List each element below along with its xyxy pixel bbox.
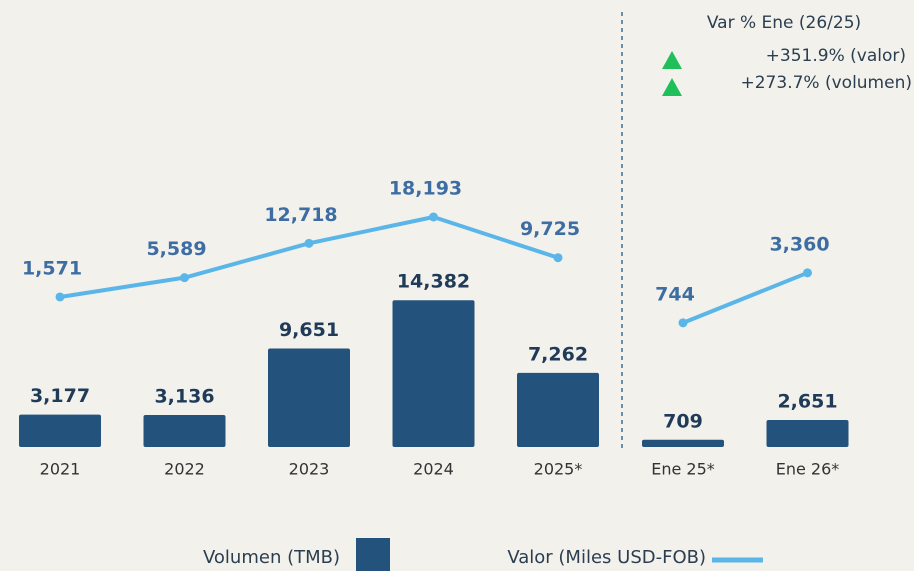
point: [803, 268, 812, 278]
annotation-item: +273.7% (volumen): [741, 73, 913, 93]
legend-swatch: [356, 538, 390, 571]
point: [429, 212, 438, 222]
bar: [642, 439, 724, 447]
line-label: 3,360: [769, 233, 829, 255]
line-label: 18,193: [389, 177, 462, 199]
line-label: 1,571: [22, 257, 82, 279]
bar: [268, 348, 350, 447]
bar: [766, 419, 849, 447]
point: [553, 253, 563, 263]
bar-label: 14,382: [397, 271, 470, 293]
bar: [143, 414, 226, 447]
x-tick-label: 2023: [289, 460, 330, 479]
bar: [19, 414, 101, 447]
point: [304, 238, 314, 248]
x-tick-label: 2025*: [534, 460, 583, 479]
bar-label: 2,651: [777, 390, 837, 412]
line-label: 12,718: [264, 204, 337, 226]
bar: [392, 300, 475, 447]
legend-label: Valor (Miles USD-FOB): [507, 547, 706, 568]
bar-label: 9,651: [279, 319, 339, 341]
legend-label: Volumen (TMB): [203, 547, 340, 568]
bar-label: 3,177: [30, 385, 90, 407]
bar-label: 709: [663, 410, 703, 432]
line: [682, 270, 809, 325]
x-tick-label: 2024: [413, 460, 454, 479]
x-tick-label: Ene 26*: [776, 460, 840, 479]
bar: [517, 372, 599, 447]
up-arrow: [662, 51, 682, 69]
point: [55, 292, 65, 302]
point: [180, 273, 189, 283]
line-label: 5,589: [146, 238, 206, 260]
x-tick-label: 2022: [164, 460, 205, 479]
annotation-title: Var % Ene (26/25): [707, 13, 861, 33]
bar-label: 7,262: [528, 343, 588, 365]
bar-label: 3,136: [154, 385, 214, 407]
annotation-item: +351.9% (valor): [766, 46, 906, 66]
x-tick-label: 2021: [40, 460, 81, 479]
point: [678, 318, 688, 328]
up-arrow: [662, 78, 682, 96]
line-label: 9,725: [520, 218, 580, 240]
line-label: 744: [655, 283, 695, 305]
x-tick-label: Ene 25*: [651, 460, 715, 479]
